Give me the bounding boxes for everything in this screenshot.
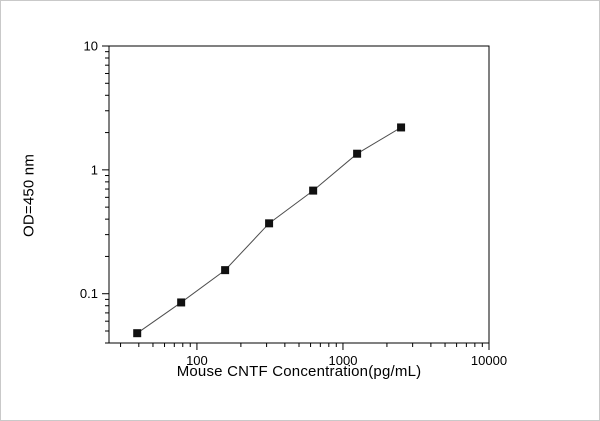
svg-text:10: 10	[84, 39, 98, 54]
svg-text:10000: 10000	[471, 353, 507, 368]
svg-text:0.1: 0.1	[80, 286, 98, 301]
svg-text:1000: 1000	[329, 353, 358, 368]
svg-text:1: 1	[91, 162, 98, 177]
y-axis-label: OD=450 nm	[20, 153, 38, 238]
svg-text:100: 100	[186, 353, 208, 368]
x-axis-label: Mouse CNTF Concentration(pg/mL)	[176, 363, 422, 380]
